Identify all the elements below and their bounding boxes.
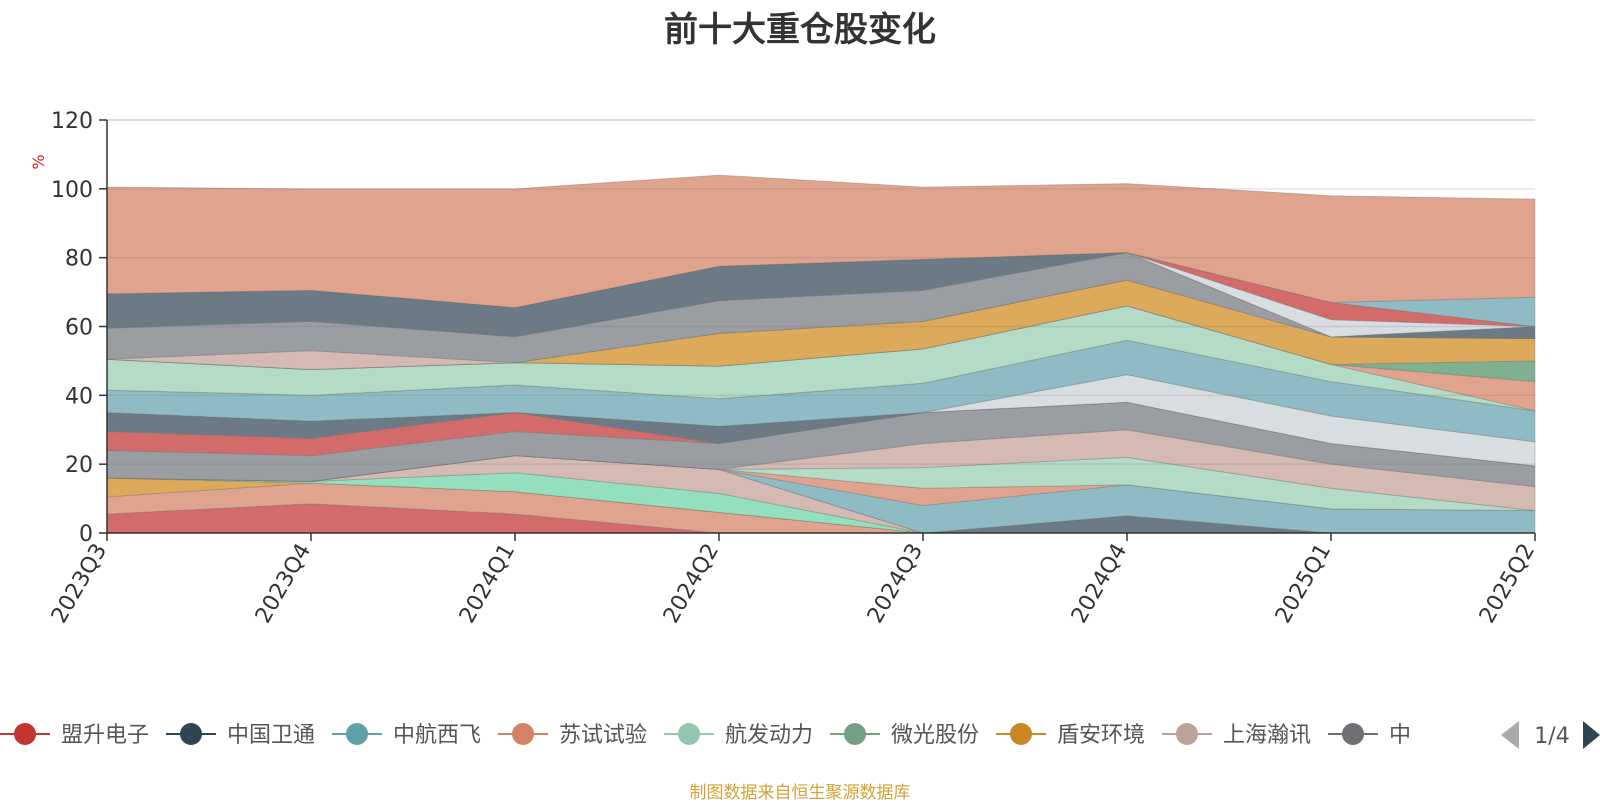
legend-next-arrow-icon[interactable] bbox=[1583, 721, 1600, 749]
legend-item[interactable]: 盾安环境 bbox=[996, 723, 1145, 748]
legend-marker bbox=[346, 723, 368, 745]
legend-label: 中航西飞 bbox=[393, 723, 481, 748]
x-tick-label: 2023Q3 bbox=[47, 540, 112, 628]
legend-label: 中国卫通 bbox=[227, 723, 315, 748]
legend-marker bbox=[678, 723, 700, 745]
legend-label: 微光股份 bbox=[891, 723, 979, 748]
x-tick-label: 2024Q1 bbox=[455, 540, 520, 628]
legend-marker bbox=[1176, 723, 1198, 745]
x-tick-label: 2024Q2 bbox=[659, 540, 724, 628]
x-tick-label: 2024Q3 bbox=[863, 540, 928, 628]
area-series-20 bbox=[106, 251, 1536, 364]
y-tick-label: 40 bbox=[65, 384, 93, 409]
area-series-9 bbox=[106, 429, 1536, 512]
legend-label: 中 bbox=[1389, 723, 1411, 748]
area-series-16 bbox=[106, 305, 1536, 412]
area-series-25 bbox=[106, 174, 1536, 309]
legend-item[interactable]: 中 bbox=[1328, 723, 1411, 748]
area-series-10 bbox=[106, 401, 1536, 488]
y-tick-label: 80 bbox=[65, 247, 93, 272]
legend-marker bbox=[1010, 723, 1032, 745]
legend-marker bbox=[512, 723, 534, 745]
y-tick-label: 100 bbox=[51, 178, 93, 203]
legend-label: 苏试试验 bbox=[559, 723, 647, 748]
legend: 盟升电子 中国卫通 中航西飞 苏试试验 航发动力 微光股份 盾安环境 上海瀚讯 中 1/4 bbox=[0, 721, 1600, 749]
legend-prev-arrow-icon[interactable] bbox=[1501, 721, 1519, 749]
area-series-17 bbox=[106, 305, 1536, 383]
grid-lines bbox=[107, 119, 1535, 465]
legend-item[interactable]: 盟升电子 bbox=[0, 723, 149, 748]
x-tick-label: 2025Q1 bbox=[1271, 540, 1336, 628]
legend-label: 盟升电子 bbox=[61, 723, 149, 748]
legend-item[interactable]: 苏试试验 bbox=[498, 723, 647, 748]
x-tick-label: 2025Q2 bbox=[1475, 540, 1540, 628]
area-series-18 bbox=[106, 279, 1536, 371]
area-series-15 bbox=[106, 305, 1536, 412]
legend-marker bbox=[1342, 723, 1364, 745]
stacked-areas bbox=[106, 174, 1536, 534]
legend-label: 盾安环境 bbox=[1057, 723, 1145, 748]
legend-item[interactable]: 微光股份 bbox=[830, 723, 979, 748]
chart-title: 前十大重仓股变化 bbox=[664, 10, 936, 50]
source-note: 制图数据来自恒生聚源数据库 bbox=[689, 783, 911, 803]
y-tick-label: 120 bbox=[51, 109, 93, 134]
area-series-3 bbox=[106, 472, 1535, 534]
legend-marker bbox=[844, 723, 866, 745]
legend-item[interactable]: 中航西飞 bbox=[332, 723, 481, 748]
area-series-11 bbox=[106, 401, 1536, 467]
y-tick-label: 20 bbox=[65, 453, 93, 478]
legend-label: 上海瀚讯 bbox=[1223, 723, 1311, 748]
x-tick-label: 2024Q4 bbox=[1067, 540, 1132, 628]
legend-marker bbox=[180, 723, 202, 745]
area-series-21 bbox=[106, 251, 1536, 340]
legend-item[interactable]: 航发动力 bbox=[664, 723, 813, 748]
legend-label: 航发动力 bbox=[725, 723, 813, 748]
legend-page-indicator: 1/4 bbox=[1534, 724, 1569, 749]
y-axis-label: % bbox=[29, 154, 48, 169]
area-series-4 bbox=[106, 455, 1535, 534]
area-series-5 bbox=[106, 455, 1535, 534]
y-tick-label: 0 bbox=[79, 522, 93, 547]
x-tick-label: 2023Q4 bbox=[251, 540, 316, 628]
area-series-6 bbox=[106, 455, 1536, 534]
legend-items: 盟升电子 中国卫通 中航西飞 苏试试验 航发动力 微光股份 盾安环境 上海瀚讯 中 bbox=[0, 723, 1411, 748]
y-tick-label: 60 bbox=[65, 316, 93, 341]
legend-item[interactable]: 中国卫通 bbox=[166, 723, 315, 748]
area-series-24 bbox=[106, 252, 1536, 328]
legend-item[interactable]: 上海瀚讯 bbox=[1162, 723, 1311, 748]
legend-marker bbox=[14, 723, 36, 745]
